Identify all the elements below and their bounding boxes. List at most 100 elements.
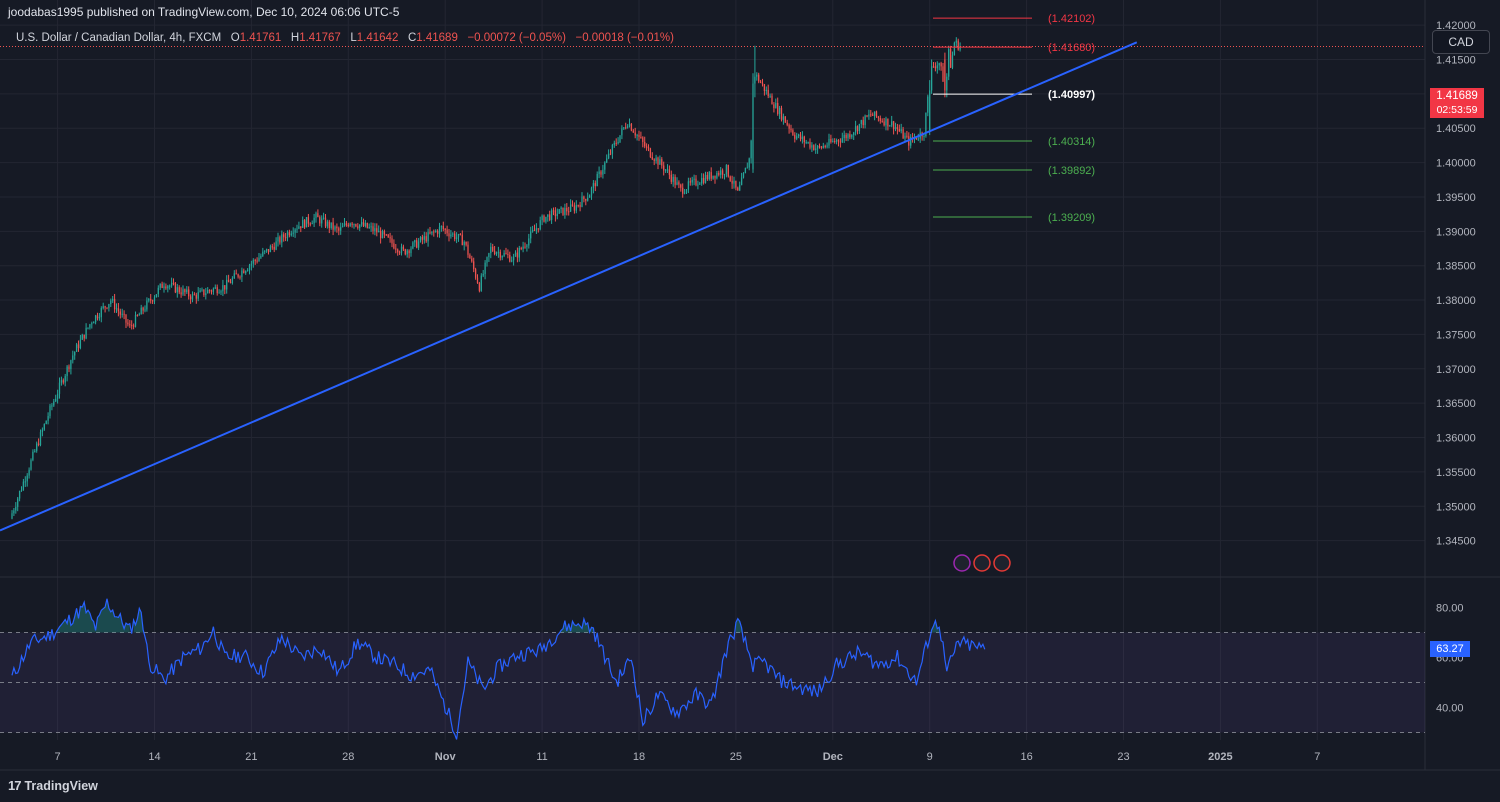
candle-body xyxy=(393,243,395,249)
candle-body xyxy=(668,169,671,175)
price-tick-label: 1.35000 xyxy=(1436,501,1476,513)
price-tick-label: 1.36500 xyxy=(1436,398,1476,410)
candle-body xyxy=(917,138,919,140)
candle-body xyxy=(408,250,410,254)
candle-body xyxy=(543,215,545,222)
candle-body xyxy=(83,334,85,339)
candle-body xyxy=(723,174,726,176)
candle-body xyxy=(56,393,59,399)
candle-body xyxy=(421,237,424,240)
time-tick-label: 7 xyxy=(55,751,61,763)
candle-body xyxy=(611,144,614,154)
price-tick-label: 1.39500 xyxy=(1436,192,1476,204)
candle-body xyxy=(290,233,292,236)
candle-body xyxy=(659,159,661,165)
candle-body xyxy=(222,285,224,292)
candle-body xyxy=(170,282,173,286)
candle-body xyxy=(186,289,188,293)
candle-body xyxy=(216,287,218,294)
candle-body xyxy=(579,205,581,207)
candle-body xyxy=(794,134,796,139)
tradingview-brand[interactable]: 17 TradingView xyxy=(8,778,98,793)
candle-body xyxy=(577,205,579,207)
candle-body xyxy=(564,207,566,215)
candle-body xyxy=(653,159,655,161)
candle-body xyxy=(923,136,925,138)
candle-body xyxy=(391,238,393,244)
candle-body xyxy=(596,173,598,187)
candle-body xyxy=(271,246,273,248)
candle-body xyxy=(948,49,950,77)
candle-body xyxy=(685,189,688,193)
candle-body xyxy=(300,226,302,228)
candle-body xyxy=(302,220,304,228)
candle-body xyxy=(739,185,741,191)
price-tick-label: 1.38500 xyxy=(1436,261,1476,273)
candle-body xyxy=(482,273,484,276)
candle-body xyxy=(512,256,515,261)
candle-body xyxy=(370,226,372,228)
candle-body xyxy=(674,176,676,185)
us-flag-event-icon xyxy=(993,554,1011,572)
candle-body xyxy=(362,222,365,227)
candle-body xyxy=(885,118,887,126)
candle-body xyxy=(77,344,80,349)
candle-body xyxy=(265,248,268,251)
candle-body xyxy=(41,429,44,433)
candle-body xyxy=(761,82,764,85)
candle-body xyxy=(387,234,389,238)
candle-body xyxy=(163,286,165,288)
candle-body xyxy=(803,136,805,143)
candle-body xyxy=(756,74,758,77)
candle-body xyxy=(140,307,142,315)
rsi-tick-label: 80.00 xyxy=(1436,603,1464,615)
candle-body xyxy=(53,401,55,406)
candle-body xyxy=(252,260,254,264)
candle-body xyxy=(34,450,36,452)
candle-body xyxy=(321,218,323,224)
level-label: (1.42102) xyxy=(1048,13,1095,25)
candle-body xyxy=(845,134,847,139)
candle-body xyxy=(788,124,790,129)
candle-body xyxy=(144,309,146,311)
candle-body xyxy=(150,298,152,301)
candle-body xyxy=(315,213,317,218)
rsi-value-tag: 63.27 xyxy=(1430,641,1470,657)
candle-body xyxy=(461,234,463,246)
candle-body xyxy=(254,260,256,262)
candle-body xyxy=(74,351,76,356)
candle-body xyxy=(573,205,576,211)
open-value: 1.41761 xyxy=(239,32,282,44)
candle-body xyxy=(613,142,615,145)
candle-body xyxy=(324,217,327,227)
candle-body xyxy=(169,285,171,287)
symbol-name[interactable]: U.S. Dollar / Canadian Dollar, 4h, FXCM xyxy=(16,32,222,44)
candle-body xyxy=(195,294,197,299)
candle-body xyxy=(742,173,745,178)
candle-body xyxy=(294,229,296,233)
candle-body xyxy=(866,115,868,117)
candle-body xyxy=(148,298,150,301)
candle-body xyxy=(132,325,135,327)
candle-body xyxy=(617,142,619,144)
candle-body xyxy=(657,157,659,165)
candle-body xyxy=(877,116,880,119)
price-tick-label: 1.37000 xyxy=(1436,364,1476,376)
candle-body xyxy=(212,288,215,292)
candle-body xyxy=(883,121,885,126)
candle-body xyxy=(767,89,769,97)
candle-body xyxy=(518,247,520,258)
currency-button[interactable]: CAD xyxy=(1432,30,1490,54)
candle-body xyxy=(826,145,828,147)
level-label: (1.40314) xyxy=(1048,136,1095,148)
candle-body xyxy=(398,252,401,254)
candle-body xyxy=(47,416,49,421)
candle-body xyxy=(775,102,777,109)
time-tick-label: 28 xyxy=(342,751,354,763)
candle-body xyxy=(153,297,156,302)
candle-body xyxy=(484,262,486,274)
candle-body xyxy=(338,228,340,231)
candle-body xyxy=(385,234,387,236)
candle-body xyxy=(328,221,330,229)
